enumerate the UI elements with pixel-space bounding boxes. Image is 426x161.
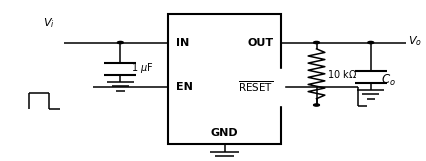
Text: $\overline{\mathsf{RESET}}$: $\overline{\mathsf{RESET}}$	[238, 80, 273, 94]
Text: OUT: OUT	[248, 38, 273, 47]
Text: 10 k$\Omega$: 10 k$\Omega$	[327, 68, 357, 80]
Text: 1 $\mu$F: 1 $\mu$F	[131, 61, 153, 75]
Circle shape	[368, 41, 374, 44]
Circle shape	[314, 41, 320, 44]
Text: GND: GND	[211, 128, 239, 138]
Text: $\mathregular{V_o}$: $\mathregular{V_o}$	[409, 34, 423, 48]
Text: $\mathregular{V_i}$: $\mathregular{V_i}$	[43, 16, 55, 30]
Circle shape	[118, 41, 123, 44]
Text: IN: IN	[176, 38, 189, 47]
Text: EN: EN	[176, 82, 193, 92]
Bar	[168, 14, 281, 144]
Circle shape	[314, 104, 320, 106]
Text: $\mathregular{C_o}$: $\mathregular{C_o}$	[381, 73, 396, 88]
